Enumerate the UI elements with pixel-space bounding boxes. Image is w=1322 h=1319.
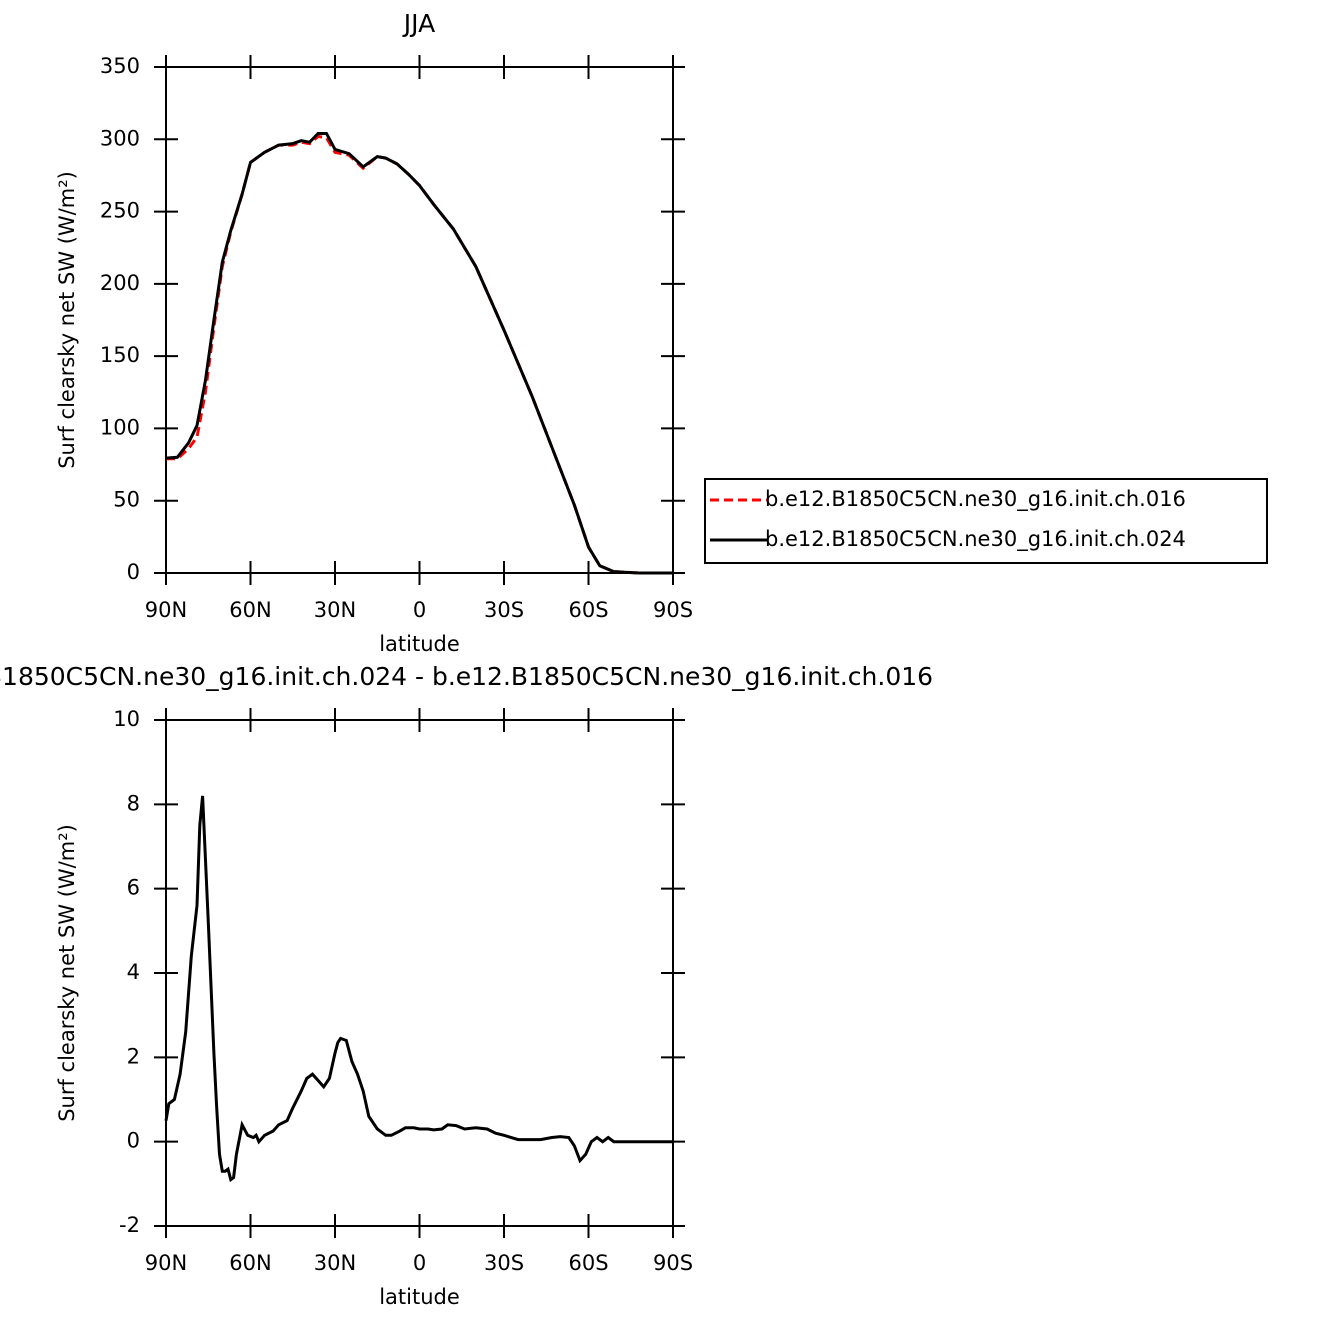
x-tick-label: 60N xyxy=(229,1251,271,1275)
x-tick-label: 90S xyxy=(653,1251,693,1275)
data-line xyxy=(166,134,673,575)
y-tick-label: 300 xyxy=(100,126,140,150)
legend-label: b.e12.B1850C5CN.ne30_g16.init.ch.016 xyxy=(765,487,1186,512)
plot-frame xyxy=(165,719,674,1227)
plot-frame xyxy=(165,66,674,574)
y-tick-label: 50 xyxy=(113,488,140,512)
y-tick-label: 100 xyxy=(100,415,140,439)
y-tick-label: 200 xyxy=(100,271,140,295)
y-axis-label: Surf clearsky net SW (W/m²) xyxy=(55,171,79,469)
x-tick-label: 90N xyxy=(145,598,187,622)
chart-title: b.e12.B1850C5CN.ne30_g16.init.ch.024 - b… xyxy=(0,662,933,691)
x-tick-label: 30S xyxy=(484,1251,524,1275)
y-tick-label: 0 xyxy=(127,1129,140,1153)
x-tick-label: 30S xyxy=(484,598,524,622)
y-tick-label: 8 xyxy=(127,791,140,815)
y-tick-label: 250 xyxy=(100,199,140,223)
x-axis-label: latitude xyxy=(379,1285,460,1309)
x-tick-label: 90N xyxy=(145,1251,187,1275)
y-axis-label: Surf clearsky net SW (W/m²) xyxy=(55,824,79,1122)
y-tick-label: 2 xyxy=(127,1044,140,1068)
x-tick-label: 60S xyxy=(568,1251,608,1275)
y-tick-label: 350 xyxy=(100,54,140,78)
legend-label: b.e12.B1850C5CN.ne30_g16.init.ch.024 xyxy=(765,527,1186,552)
legend-box xyxy=(704,478,1268,564)
y-tick-label: 150 xyxy=(100,343,140,367)
x-tick-label: 60S xyxy=(568,598,608,622)
x-tick-label: 0 xyxy=(413,1251,426,1275)
x-tick-label: 30N xyxy=(314,598,356,622)
x-tick-label: 30N xyxy=(314,1251,356,1275)
x-tick-label: 90S xyxy=(653,598,693,622)
y-tick-label: -2 xyxy=(119,1213,140,1237)
y-tick-label: 10 xyxy=(113,707,140,731)
chart-title: JJA xyxy=(402,9,435,38)
data-line xyxy=(164,795,673,1183)
y-tick-label: 6 xyxy=(127,876,140,900)
y-tick-label: 4 xyxy=(127,960,140,984)
x-tick-label: 0 xyxy=(413,598,426,622)
x-tick-label: 60N xyxy=(229,598,271,622)
y-tick-label: 0 xyxy=(127,560,140,584)
data-line xyxy=(165,132,673,575)
x-axis-label: latitude xyxy=(379,632,460,656)
